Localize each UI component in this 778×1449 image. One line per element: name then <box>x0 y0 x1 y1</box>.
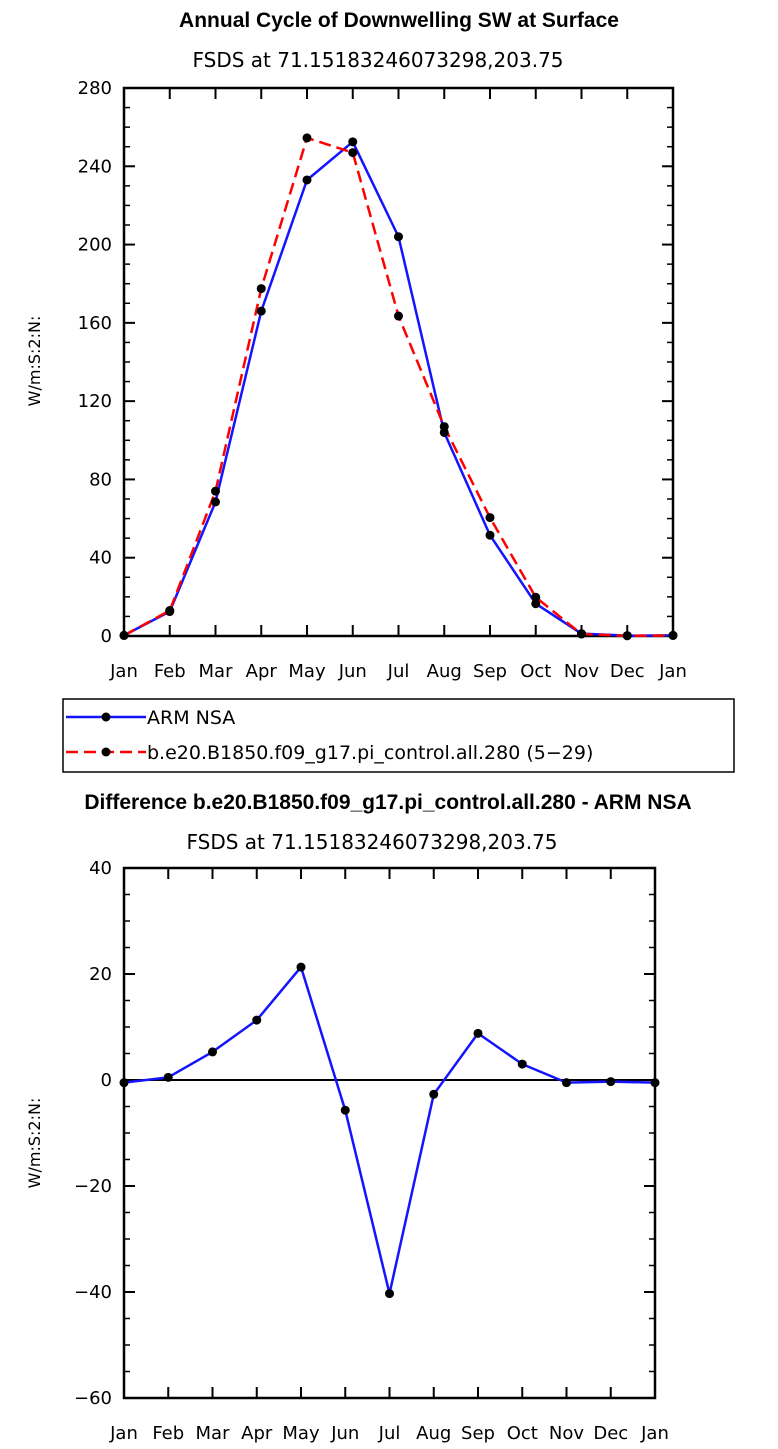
chart1-plot: 0 40 80 120 160 200 240 280 Jan Feb Mar Apr May Jun Ju… <box>78 78 687 682</box>
chart1-series-0-point <box>485 530 495 540</box>
chart2-series-0-point <box>650 1078 660 1088</box>
chart2-series-0-point <box>517 1059 527 1069</box>
chart1-xtick-label: Mar <box>199 661 234 682</box>
chart2-series-0-point <box>163 1072 173 1082</box>
chart1-subtitle: FSDS at 71.15183246073298,203.75 <box>192 48 563 72</box>
chart2-xtick-label: Apr <box>241 1423 273 1444</box>
chart2-ytick-label: −60 <box>74 1388 112 1409</box>
chart1-series-0-point <box>531 599 541 609</box>
chart2-xtick-label: Jan <box>640 1423 669 1444</box>
chart1-xtick-label: Jun <box>338 661 367 682</box>
chart1-ytick-label: 280 <box>78 78 112 99</box>
chart1-series-1-point <box>348 148 358 158</box>
chart1-series-1-point <box>485 513 495 523</box>
chart2-series-0-point <box>340 1105 350 1115</box>
chart1-xtick-label: Jan <box>109 661 138 682</box>
chart1-series-1-point <box>668 630 678 640</box>
chart1-ytick-label: 40 <box>89 548 112 569</box>
chart1-series-0-point <box>302 175 312 185</box>
chart2-series-0-point <box>606 1077 616 1087</box>
chart1-series-0-point <box>211 497 220 507</box>
chart2-plot: −60 −40 −20 0 20 40 Jan Feb Mar Apr May Jun Jul Aug Se… <box>74 858 669 1444</box>
chart1-series-0-point <box>256 306 266 316</box>
chart2-ylabel: W/m:S:2:N: <box>25 1098 44 1189</box>
chart2-xtick-label: Jul <box>378 1423 401 1444</box>
chart1-series-1-point <box>302 133 312 143</box>
chart1-xtick-label: Nov <box>564 661 599 682</box>
chart1-ytick-label: 200 <box>78 235 112 256</box>
chart2-ytick-label: 40 <box>89 858 112 879</box>
legend-obs-label: ARM NSA <box>147 707 235 729</box>
chart1-series-1-point <box>119 630 129 640</box>
chart2-series-0-point <box>473 1028 483 1038</box>
chart2-series-0-point <box>119 1078 129 1088</box>
chart2-frame <box>122 866 657 1400</box>
chart2-series-0-point <box>385 1289 394 1299</box>
chart1-xtick-label: Jan <box>658 661 687 682</box>
chart1-xtick-label: Sep <box>473 661 507 682</box>
legend: ARM NSA b.e20.B1850.f09_g17.pi_control.a… <box>62 698 735 773</box>
chart1-xtick-label: Oct <box>520 661 551 682</box>
chart2-xtick-label: Sep <box>461 1423 495 1444</box>
chart2-xtick-label: Oct <box>507 1423 538 1444</box>
chart2-xtick-label: Jan <box>109 1423 138 1444</box>
chart2-ytick-label: 20 <box>89 964 112 985</box>
chart1-ylabel: W/m:S:2:N: <box>25 316 44 407</box>
chart2-title: Difference b.e20.B1850.f09_g17.pi_contro… <box>84 791 691 814</box>
chart1-ytick-label: 160 <box>78 313 112 334</box>
chart2-series-0-point <box>296 962 306 972</box>
chart2-xtick-label: Aug <box>416 1423 451 1444</box>
chart1-series-1-point <box>577 629 586 639</box>
chart1-xtick-label: Apr <box>246 661 278 682</box>
chart1-frame <box>122 86 675 638</box>
chart2-ytick-label: −20 <box>74 1176 112 1197</box>
chart1-ytick-label: 120 <box>78 391 112 412</box>
chart1-xtick-label: Jul <box>387 661 410 682</box>
chart2-series-0-point <box>429 1089 439 1099</box>
legend-model-label: b.e20.B1850.f09_g17.pi_control.all.280 (… <box>147 742 593 764</box>
chart1-series-1-point <box>165 606 175 616</box>
chart2-ytick-label: −40 <box>74 1282 112 1303</box>
legend-model-marker <box>101 747 111 757</box>
chart1-series-1-point <box>256 284 266 294</box>
chart1-ytick-label: 0 <box>101 626 112 647</box>
chart1-ytick-label: 80 <box>89 469 112 490</box>
legend-box <box>62 698 735 773</box>
chart1-xtick-label: Dec <box>610 661 645 682</box>
legend-obs-marker <box>101 712 111 722</box>
chart2-ytick-label: 0 <box>101 1070 112 1091</box>
chart2-series-0-point <box>562 1078 571 1088</box>
chart1-series-1-point <box>622 631 632 641</box>
chart1-ytick-label: 240 <box>78 156 112 177</box>
chart2-xtick-label: Dec <box>593 1423 628 1444</box>
chart2-xtick-label: Feb <box>152 1423 184 1444</box>
chart1-series-0-line <box>123 140 674 637</box>
chart1-series-1-line <box>123 136 674 638</box>
chart1-series-0-point <box>348 137 358 147</box>
chart2-series-0-point <box>252 1015 262 1025</box>
chart1-series-1-point <box>439 422 449 432</box>
chart1-title: Annual Cycle of Downwelling SW at Surfac… <box>179 9 619 32</box>
chart2-xtick-label: Mar <box>196 1423 231 1444</box>
chart1-series-1-point <box>211 486 220 496</box>
chart2-xtick-label: May <box>282 1423 320 1444</box>
chart2-series-0-line <box>123 965 656 1295</box>
chart1-series-1-point <box>531 592 541 602</box>
chart1-xtick-label: Feb <box>154 661 186 682</box>
chart2-series-0-point <box>208 1047 217 1057</box>
chart1-xtick-label: May <box>288 661 326 682</box>
chart2-xtick-label: Jun <box>330 1423 359 1444</box>
chart1-xtick-label: Aug <box>427 661 462 682</box>
chart2-xtick-label: Nov <box>549 1423 584 1444</box>
chart1-series-0-point <box>394 232 403 242</box>
chart2-subtitle: FSDS at 71.15183246073298,203.75 <box>186 830 557 854</box>
chart1-series-1-point <box>394 311 403 321</box>
